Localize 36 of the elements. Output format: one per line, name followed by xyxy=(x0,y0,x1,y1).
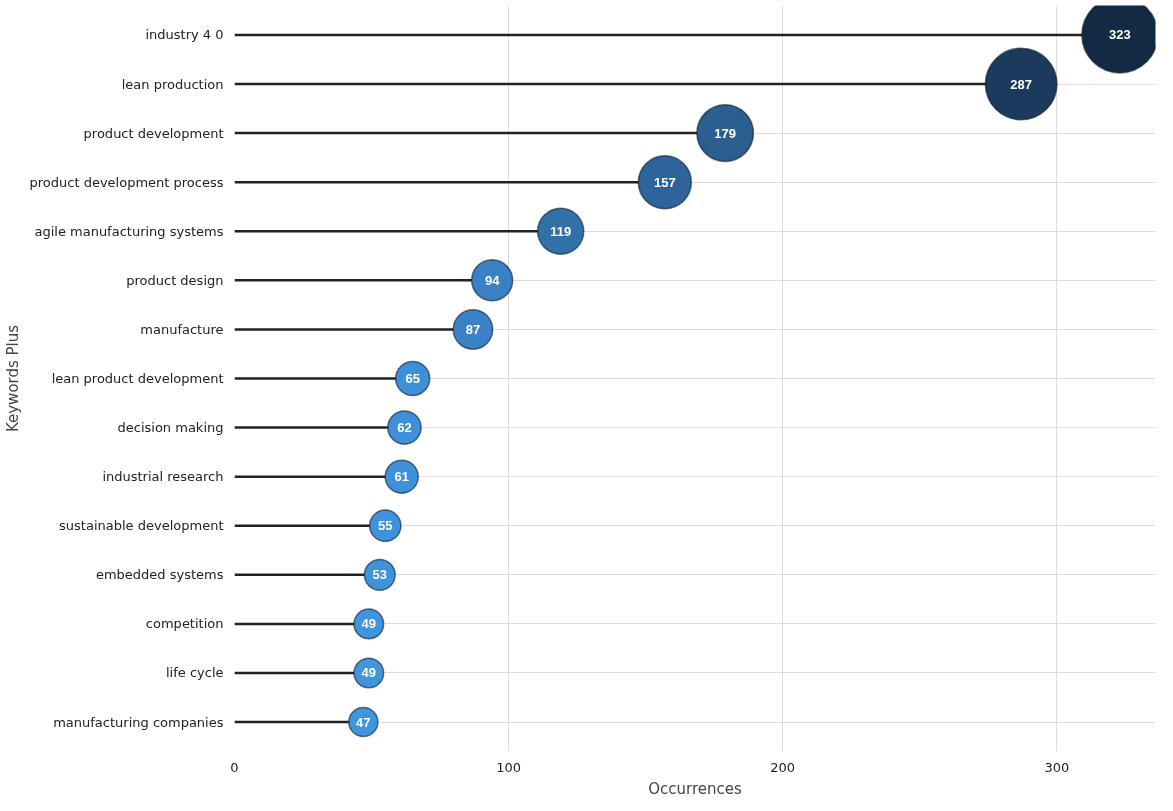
x-axis-title: Occurrences xyxy=(648,779,742,798)
data-label: 55 xyxy=(378,518,393,534)
x-tick-label: 100 xyxy=(496,759,522,775)
data-label: 47 xyxy=(356,714,371,730)
data-label: 323 xyxy=(1109,27,1131,43)
y-tick-label: lean production xyxy=(121,76,224,92)
y-tick-label: agile manufacturing systems xyxy=(34,223,224,239)
data-label: 87 xyxy=(465,321,481,337)
y-tick-label: competition xyxy=(145,616,224,632)
x-tick-label: 200 xyxy=(770,759,796,775)
data-label: 62 xyxy=(397,420,412,436)
data-label: 49 xyxy=(361,616,377,632)
y-tick-label: manufacturing companies xyxy=(53,714,224,730)
data-label: 157 xyxy=(654,174,676,190)
data-label: 119 xyxy=(550,223,572,239)
y-tick-label: life cycle xyxy=(165,665,224,681)
y-tick-label: industrial research xyxy=(102,469,224,485)
y-tick-label: embedded systems xyxy=(95,567,224,583)
x-tick-label: 0 xyxy=(230,759,239,775)
y-tick-label: decision making xyxy=(117,420,224,436)
data-label: 287 xyxy=(1010,76,1033,92)
data-label: 65 xyxy=(405,371,420,386)
data-label: 53 xyxy=(372,567,388,583)
x-tick-label: 300 xyxy=(1044,759,1070,775)
y-tick-label: product development xyxy=(83,125,224,141)
data-label: 179 xyxy=(714,125,737,141)
y-tick-label: sustainable development xyxy=(59,518,224,534)
y-tick-label: manufacture xyxy=(140,321,224,337)
data-label: 94 xyxy=(484,272,501,288)
y-axis-title: Keywords Plus xyxy=(3,324,22,433)
data-label: 49 xyxy=(361,665,377,681)
y-tick-label: industry 4 0 xyxy=(145,27,224,43)
y-tick-label: lean product development xyxy=(51,371,224,386)
y-tick-label: product design xyxy=(126,272,224,288)
data-label: 61 xyxy=(394,469,409,485)
y-tick-label: product development process xyxy=(29,174,224,190)
